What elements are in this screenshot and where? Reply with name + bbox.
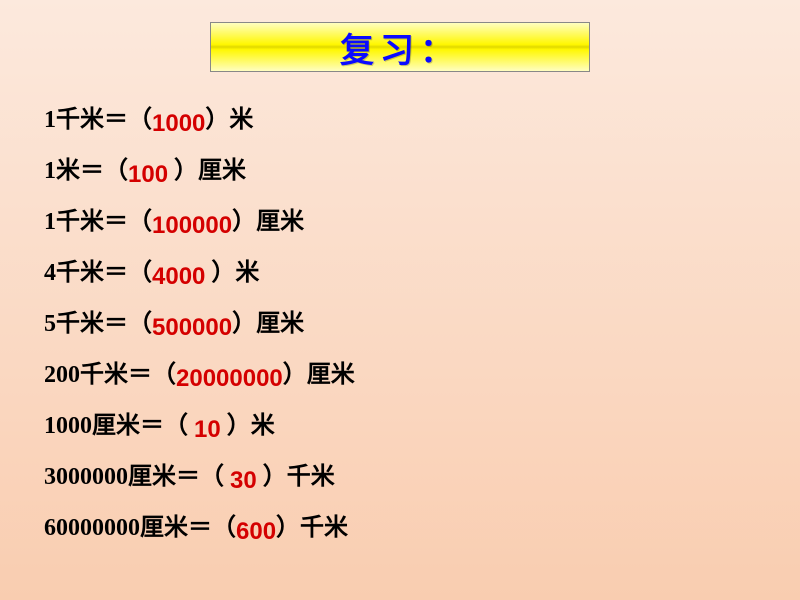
row-answer: 100 xyxy=(128,161,168,188)
row-suffix: ）米 xyxy=(221,413,275,439)
exercise-row: 3000000厘米＝（ 30 ）千米 xyxy=(44,451,764,502)
exercise-list: 1千米＝（1000）米 1米＝（100 ）厘米 1千米＝（100000）厘米 4… xyxy=(44,94,764,553)
row-prefix: 1千米＝（ xyxy=(44,209,152,235)
exercise-row: 1000厘米＝（ 10 ）米 xyxy=(44,400,764,451)
row-answer: 1000 xyxy=(152,110,205,137)
row-answer: 4000 xyxy=(152,263,205,290)
exercise-row: 5千米＝（500000）厘米 xyxy=(44,298,764,349)
row-suffix: ）厘米 xyxy=(283,362,355,388)
exercise-row: 1千米＝（100000）厘米 xyxy=(44,196,764,247)
row-prefix: 5千米＝（ xyxy=(44,311,152,337)
row-prefix: 1千米＝（ xyxy=(44,107,152,133)
row-suffix: ）米 xyxy=(205,107,253,133)
row-suffix: ）米 xyxy=(205,260,259,286)
exercise-row: 200千米＝（20000000）厘米 xyxy=(44,349,764,400)
row-answer: 20000000 xyxy=(176,365,283,392)
exercise-row: 60000000厘米＝（600）千米 xyxy=(44,502,764,553)
exercise-row: 4千米＝（4000 ）米 xyxy=(44,247,764,298)
exercise-row: 1米＝（100 ）厘米 xyxy=(44,145,764,196)
row-prefix: 3000000厘米＝（ xyxy=(44,464,230,490)
row-answer: 600 xyxy=(236,518,276,545)
row-suffix: ）厘米 xyxy=(232,209,304,235)
title-text: 复习： xyxy=(340,23,460,72)
row-prefix: 1米＝（ xyxy=(44,158,128,184)
row-prefix: 200千米＝（ xyxy=(44,362,176,388)
row-suffix: ）厘米 xyxy=(168,158,246,184)
row-answer: 10 xyxy=(194,416,221,443)
row-suffix: ）厘米 xyxy=(232,311,304,337)
exercise-row: 1千米＝（1000）米 xyxy=(44,94,764,145)
row-prefix: 60000000厘米＝（ xyxy=(44,515,236,541)
row-suffix: ）千米 xyxy=(257,464,335,490)
row-prefix: 4千米＝（ xyxy=(44,260,152,286)
row-answer: 30 xyxy=(230,467,257,494)
row-answer: 500000 xyxy=(152,314,232,341)
row-suffix: ）千米 xyxy=(276,515,348,541)
title-box: 复习： xyxy=(210,22,590,72)
row-answer: 100000 xyxy=(152,212,232,239)
row-prefix: 1000厘米＝（ xyxy=(44,413,194,439)
